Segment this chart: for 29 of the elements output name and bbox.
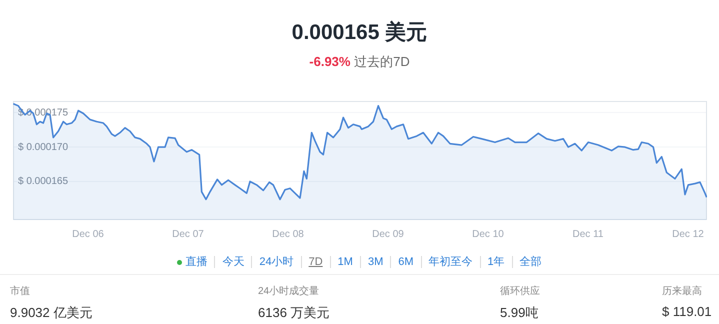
x-tick-label: Dec 10 — [472, 228, 504, 240]
text: 24小时成交量 — [258, 284, 320, 298]
text: 年初至今 — [420, 256, 480, 268]
text: 1M — [330, 256, 360, 268]
text: 全部 — [512, 256, 549, 268]
text: 市值 — [10, 284, 31, 298]
text: $ 119.01 — [662, 304, 712, 319]
chart-title: 0.000165 美元 — [290, 20, 428, 46]
text: 9.9032 亿美元 — [10, 304, 92, 322]
chart-subtitle: -6.93% 过去的7D — [308, 53, 411, 71]
text: 7D — [300, 256, 330, 268]
text: 历来最高 — [662, 284, 703, 298]
x-tick-label: Dec 07 — [172, 228, 204, 240]
x-tick-label: Dec 12 — [672, 228, 704, 240]
x-tick-label: Dec 08 — [272, 228, 304, 240]
text: 循环供应 — [500, 284, 540, 298]
text: 6M — [390, 256, 421, 268]
text: 6136 万美元 — [258, 304, 330, 322]
y-tick-label: $ 0.000170 — [18, 142, 68, 153]
text: 5.99吨 — [500, 304, 540, 322]
y-tick-label: $ 0.000165 — [18, 176, 68, 188]
text: 1年 — [480, 256, 512, 268]
x-tick-label: Dec 06 — [72, 228, 104, 240]
text: 3M — [360, 256, 390, 268]
text: 直播 — [184, 256, 208, 268]
text: 24小时 — [251, 256, 301, 268]
x-tick-label: Dec 11 — [572, 228, 604, 240]
x-tick-label: Dec 09 — [372, 228, 404, 240]
text: 今天 — [214, 256, 252, 268]
